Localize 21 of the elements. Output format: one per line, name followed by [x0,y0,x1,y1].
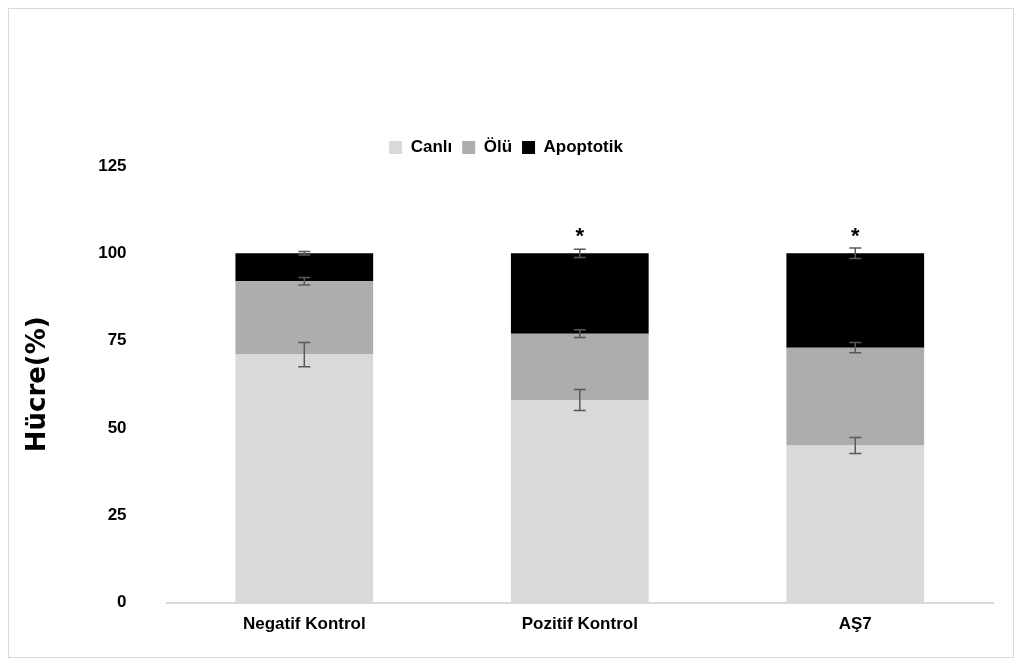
legend-label: Ölü [483,137,513,157]
bar [510,333,649,401]
annotation: * [850,223,860,249]
y-tick-label: 125 [98,155,127,175]
legend-label: Apoptotik [543,137,624,157]
x-tick-label: Pozitif Kontrol [521,614,638,634]
y-tick-label: 100 [98,243,127,263]
bar [235,281,374,355]
y-tick-label: 75 [107,330,127,350]
bar [510,253,649,334]
y-tick-label: 50 [107,417,127,437]
bar [235,253,374,282]
legend-label: Canlı [410,137,453,157]
x-tick-label: Negatif Kontrol [242,614,366,634]
x-tick-label: AŞ7 [838,614,872,634]
bar [786,253,925,348]
y-tick-label: 0 [117,592,127,612]
annotation: * [575,223,585,249]
bar [786,347,925,446]
y-axis-title: Hücre(%) [21,316,52,453]
y-tick-label: 25 [107,504,127,524]
